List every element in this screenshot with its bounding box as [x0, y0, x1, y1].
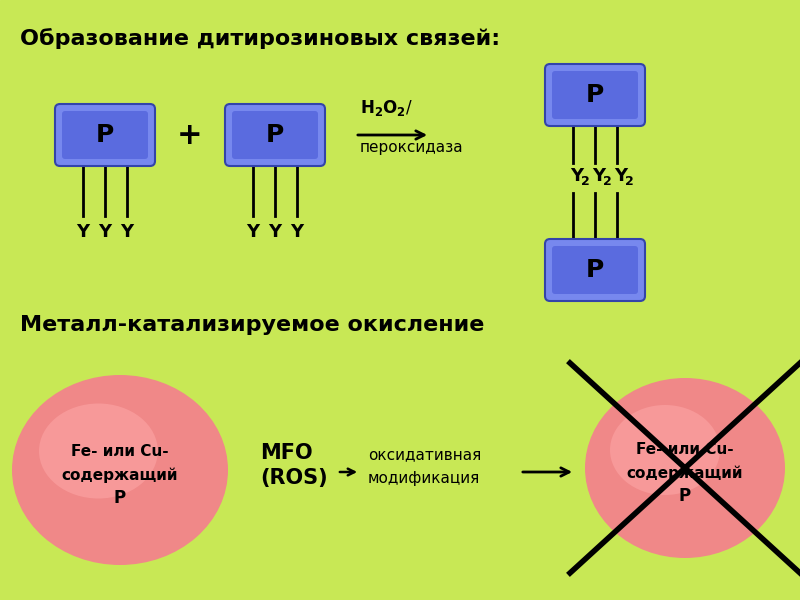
Text: Y: Y [269, 223, 282, 241]
Text: Y: Y [570, 167, 583, 185]
Text: P: P [266, 123, 284, 147]
Text: MFO: MFO [260, 443, 313, 463]
Ellipse shape [610, 405, 720, 495]
FancyBboxPatch shape [552, 246, 638, 294]
Text: Металл-катализируемое окисление: Металл-катализируемое окисление [20, 315, 484, 335]
FancyBboxPatch shape [62, 111, 148, 159]
Text: P: P [96, 123, 114, 147]
Text: 2: 2 [581, 175, 590, 188]
Text: P: P [586, 258, 604, 282]
Text: Y: Y [592, 167, 605, 185]
Text: P: P [586, 83, 604, 107]
Text: 2: 2 [625, 175, 634, 188]
Ellipse shape [12, 375, 228, 565]
FancyBboxPatch shape [545, 64, 645, 126]
Text: Y: Y [77, 223, 90, 241]
Text: $\mathbf{H_2O_2}$/: $\mathbf{H_2O_2}$/ [360, 98, 414, 118]
FancyBboxPatch shape [545, 239, 645, 301]
Text: Образование дитирозиновых связей:: Образование дитирозиновых связей: [20, 28, 500, 49]
Text: оксидативная: оксидативная [368, 448, 482, 463]
FancyBboxPatch shape [232, 111, 318, 159]
Text: Fe- или Cu-: Fe- или Cu- [636, 443, 734, 457]
Text: Y: Y [246, 223, 259, 241]
Text: +: + [177, 121, 203, 149]
Text: содержащий: содержащий [626, 465, 743, 481]
Ellipse shape [585, 378, 785, 558]
Ellipse shape [39, 403, 158, 499]
Text: (ROS): (ROS) [260, 468, 328, 488]
Text: Y: Y [614, 167, 627, 185]
Text: Fe- или Cu-: Fe- или Cu- [71, 445, 169, 460]
Text: модификация: модификация [368, 470, 480, 485]
Text: Y: Y [290, 223, 303, 241]
Text: Y: Y [121, 223, 134, 241]
Text: 2: 2 [603, 175, 612, 188]
Text: содержащий: содержащий [62, 467, 178, 483]
Text: P: P [679, 487, 691, 505]
Text: P: P [114, 489, 126, 507]
FancyBboxPatch shape [552, 71, 638, 119]
FancyBboxPatch shape [225, 104, 325, 166]
Text: Y: Y [98, 223, 111, 241]
FancyBboxPatch shape [55, 104, 155, 166]
Text: пероксидаза: пероксидаза [360, 140, 464, 155]
